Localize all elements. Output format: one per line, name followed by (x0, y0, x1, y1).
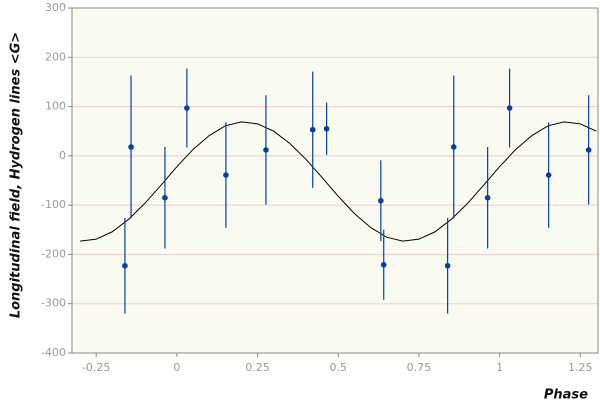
y-tick-label: 300 (45, 1, 66, 14)
x-tick-label: 0 (173, 361, 180, 374)
data-point (128, 144, 134, 150)
data-point (323, 125, 330, 132)
data-point (223, 172, 229, 178)
data-point (506, 105, 513, 111)
y-tick-label: 100 (45, 100, 66, 113)
fit-curve (80, 121, 597, 242)
plot-frame (71, 7, 599, 354)
y-tick-label: -200 (41, 247, 66, 260)
x-axis-title: Phase (544, 388, 588, 402)
data-point (585, 147, 592, 153)
x-tick-label: 0.5 (329, 361, 347, 374)
y-tick-label: 0 (59, 149, 66, 162)
data-point (545, 172, 552, 178)
y-tick-label: -400 (41, 346, 66, 359)
data-point (184, 105, 190, 111)
data-point (444, 262, 451, 269)
data-point (263, 147, 269, 153)
x-tick-label: 1 (496, 361, 503, 374)
data-point (309, 126, 316, 133)
data-point (378, 197, 384, 204)
plot-area (72, 8, 598, 353)
x-tick-label: 0.75 (407, 361, 432, 374)
y-axis-title: Longitudinal field, Hydrogen lines <G> (9, 32, 24, 318)
data-point (450, 144, 457, 150)
x-tick-label: 1.25 (568, 361, 593, 374)
x-tick-label: 0.25 (245, 361, 270, 374)
grid (72, 7, 598, 354)
y-tick-label: -100 (41, 198, 66, 211)
x-tick-label: -0.25 (82, 361, 110, 374)
y-tick-label: 200 (45, 50, 66, 63)
data-point (122, 262, 128, 269)
y-tick-label: -300 (41, 297, 66, 310)
data-point (484, 194, 491, 201)
data-point (380, 261, 387, 268)
data-point (162, 194, 168, 201)
plot-marks (80, 68, 597, 314)
